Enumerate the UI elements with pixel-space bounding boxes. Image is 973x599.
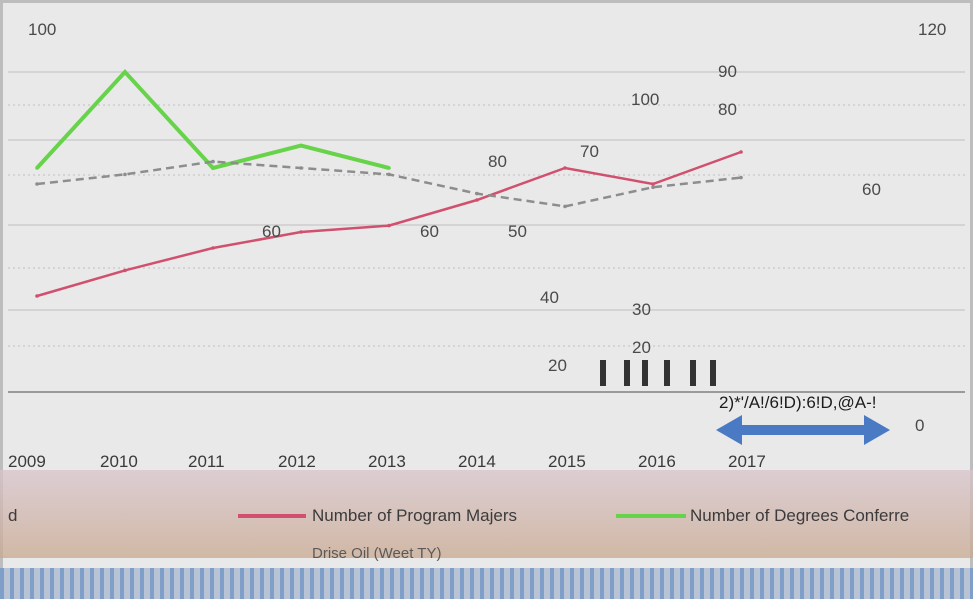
small-bar	[642, 360, 648, 386]
tick-right-120: 120	[918, 20, 947, 39]
series-point-1-2	[211, 166, 215, 170]
x-tick-2011: 2011	[188, 452, 225, 471]
series-point-0-4	[387, 223, 391, 228]
series-point-1-3	[299, 143, 303, 148]
series-point-1-1	[123, 70, 127, 74]
series-point-0-8	[739, 150, 743, 154]
x-tick-2017: 2017	[728, 452, 766, 471]
series-point-2-8	[739, 175, 743, 180]
tick-right-20: 20	[632, 338, 651, 357]
series-point-2-1	[123, 172, 127, 177]
series-point-1-0	[35, 166, 39, 170]
x-tick-2012: 2012	[278, 452, 316, 471]
series-point-2-6	[563, 204, 567, 209]
tick-right-70: 70	[580, 142, 599, 161]
tick-right-0: 0	[915, 416, 925, 435]
small-bar	[710, 360, 716, 386]
grid-lines	[8, 71, 965, 393]
frame-border-top	[0, 0, 973, 3]
x-tick-2010: 2010	[100, 452, 138, 471]
arrow-head-left	[716, 415, 742, 445]
series-point-2-4	[387, 172, 391, 177]
tick-mid-40: 40	[540, 288, 559, 307]
tick-right-80: 80	[718, 100, 737, 119]
legend-label-majors: Number of Program Majers	[312, 506, 518, 525]
legend-label-degrees: Number of Degrees Conferre	[690, 506, 910, 525]
tick-right-30: 30	[632, 300, 651, 319]
x-tick-2016: 2016	[638, 452, 676, 471]
tick-right-90: 90	[718, 62, 737, 81]
legend-fragment: d	[8, 506, 18, 525]
x-tick-2009: 2009	[8, 452, 46, 471]
series-layer	[35, 69, 743, 298]
small-bar	[624, 360, 630, 386]
tick-left-60: 60	[262, 222, 281, 241]
legend-second-row: Drise Oil (Weet TY)	[312, 545, 442, 562]
series-point-2-5	[475, 191, 479, 196]
small-bar	[664, 360, 670, 386]
tick-right-60: 60	[862, 180, 881, 199]
small-bar	[600, 360, 606, 386]
tick-mid-80: 80	[488, 152, 507, 171]
legend-swatch-degrees	[616, 514, 686, 518]
series-point-2-3	[299, 166, 303, 170]
small-bar	[690, 360, 696, 386]
series-point-0-0	[35, 294, 39, 298]
series-line-1	[35, 69, 390, 171]
series-point-0-7	[651, 182, 655, 186]
legend-band	[0, 470, 973, 558]
legend-swatch-majors	[238, 514, 306, 518]
tick-mid-100: 100	[631, 90, 660, 109]
annotation-label: 2)*'/A!/6!D):6!D,@A-!	[719, 393, 877, 412]
tick-mid-50: 50	[508, 222, 527, 241]
series-point-0-6	[563, 166, 567, 170]
tick-left-20: 20	[548, 356, 567, 375]
series-point-2-2	[211, 159, 215, 164]
tick-left-0: 100	[28, 20, 57, 39]
series-point-2-0	[35, 182, 39, 186]
series-point-1-4	[387, 166, 391, 170]
series-point-0-5	[475, 198, 479, 202]
x-tick-2013: 2013	[368, 452, 406, 471]
x-tick-2014: 2014	[458, 452, 496, 471]
tick-mid-60: 60	[420, 222, 439, 241]
frame-border-left	[0, 0, 3, 599]
series-point-0-2	[211, 246, 215, 250]
x-tick-2015: 2015	[548, 452, 586, 471]
frame-border-right	[970, 0, 973, 599]
double-arrow	[716, 415, 890, 445]
arrow-head-right	[864, 415, 890, 445]
series-point-2-7	[651, 185, 655, 189]
series-point-0-1	[123, 268, 127, 273]
series-point-0-3	[299, 230, 303, 234]
bottom-stripe	[0, 568, 973, 599]
